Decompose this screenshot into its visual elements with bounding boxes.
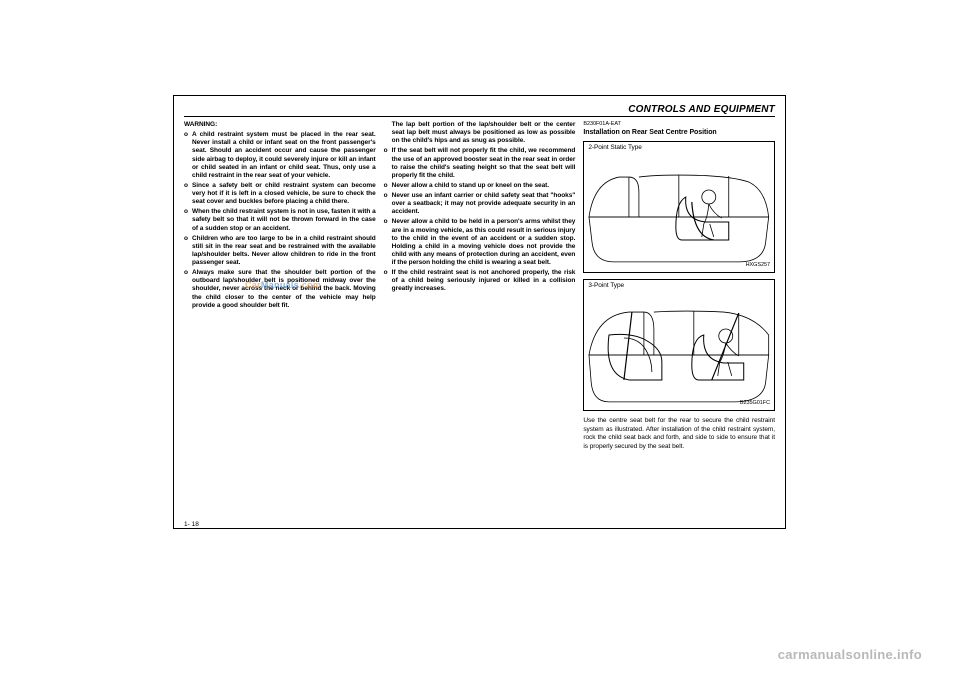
illus-code: HXGS257	[746, 262, 770, 269]
list-item: oNever allow a child to be held in a per…	[384, 218, 576, 267]
list-item: oIf the seat belt will not properly fit …	[384, 147, 576, 180]
seat-2point-icon	[584, 142, 774, 272]
page-number: 1- 18	[184, 521, 775, 528]
list-item: oIf the child restraint seat is not anch…	[384, 269, 576, 293]
list-item: oNever use an infant carrier or child sa…	[384, 192, 576, 216]
list-item: oChildren who are too large to be in a c…	[184, 235, 376, 268]
header-title: CONTROLS AND EQUIPMENT	[628, 104, 775, 115]
wm-c: .com	[299, 280, 321, 290]
col3-body: Use the centre seat belt for the rear to…	[583, 417, 775, 451]
col2-list: oIf the seat belt will not properly fit …	[384, 147, 576, 293]
columns: WARNING: oA child restraint system must …	[184, 121, 775, 517]
wm-a: Car	[245, 280, 261, 290]
section-subtitle: Installation on Rear Seat Centre Positio…	[583, 129, 775, 137]
list-item: oA child restraint system must be placed…	[184, 131, 376, 180]
column-2: The lap belt portion of the lap/shoulder…	[384, 121, 576, 517]
seat-3point-icon	[584, 280, 774, 410]
illus-caption: 3-Point Type	[588, 282, 626, 290]
list-item: oSince a safety belt or child restraint …	[184, 182, 376, 206]
lead-text: The lap belt portion of the lap/shoulder…	[384, 121, 576, 145]
illus-code: B235G01FC	[740, 400, 770, 407]
wm-b: Manuals	[261, 280, 299, 290]
section-code: B230F01A-EAT	[583, 121, 775, 128]
column-3: B230F01A-EAT Installation on Rear Seat C…	[583, 121, 775, 517]
header-bar: CONTROLS AND EQUIPMENT	[184, 104, 775, 117]
column-1: WARNING: oA child restraint system must …	[184, 121, 376, 517]
illustration-3point: 3-Point Type	[583, 279, 775, 411]
illustration-2point: 2-Point Static Type	[583, 141, 775, 273]
watermark-footer: carmanualsonline.info	[778, 647, 922, 662]
page-bg: CONTROLS AND EQUIPMENT WARNING: oA child…	[0, 0, 960, 678]
list-item: oNever allow a child to stand up or knee…	[384, 182, 576, 190]
warning-label: WARNING:	[184, 121, 376, 129]
content-frame: CONTROLS AND EQUIPMENT WARNING: oA child…	[173, 95, 786, 529]
watermark-mid: CarManuals.com	[245, 280, 321, 290]
list-item: oWhen the child restraint system is not …	[184, 208, 376, 232]
illus-caption: 2-Point Static Type	[588, 144, 644, 152]
